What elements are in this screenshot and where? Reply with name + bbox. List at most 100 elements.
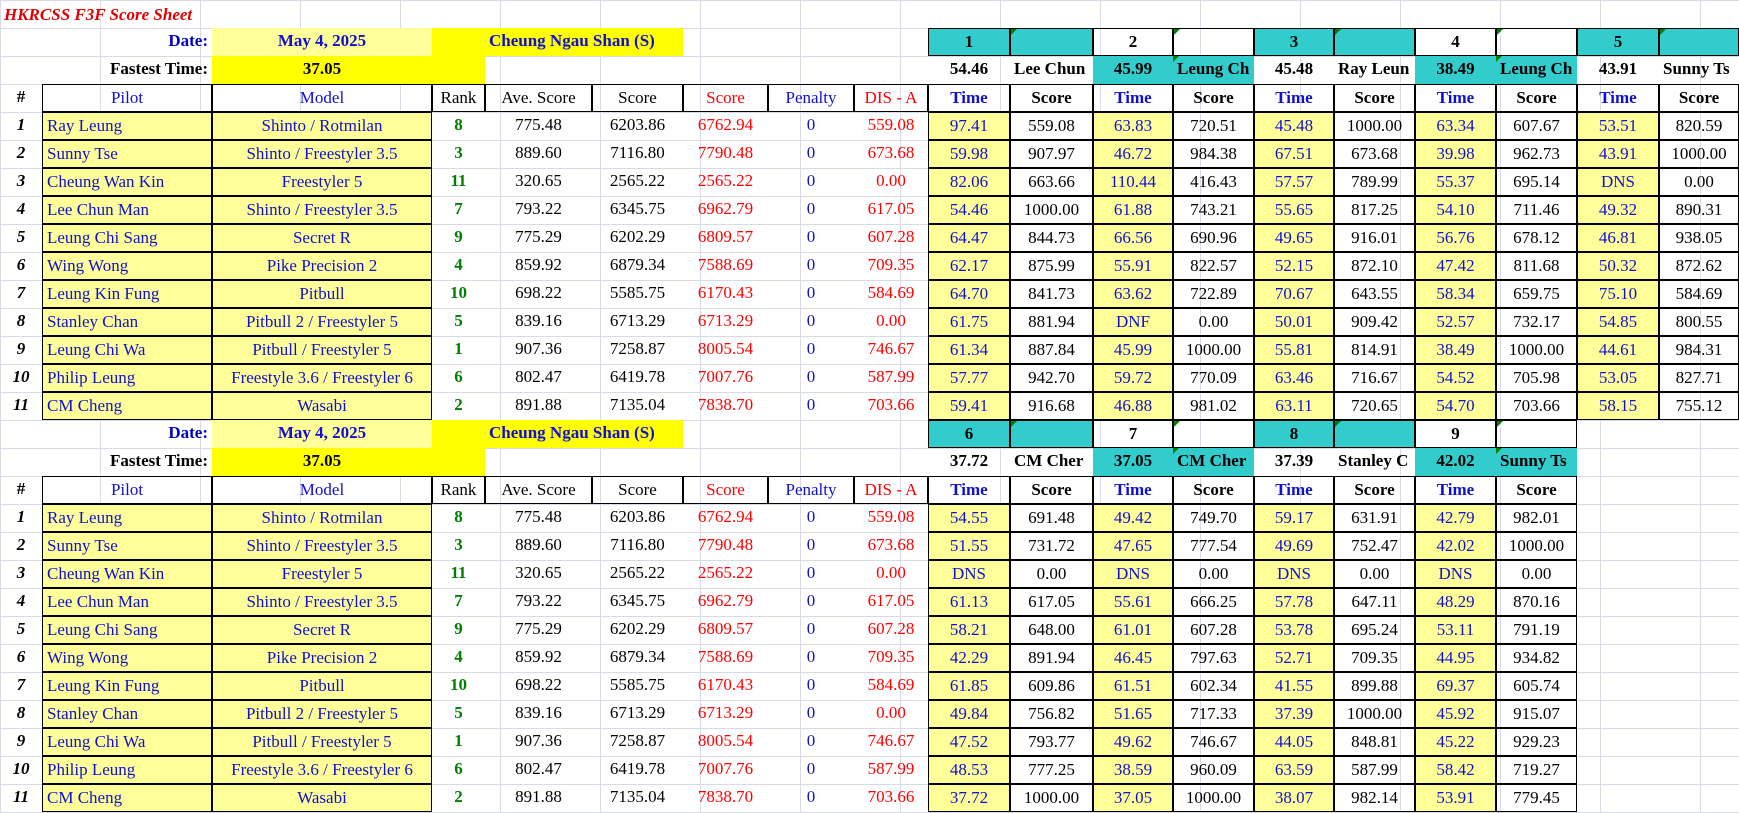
round-time: 49.42 (1093, 504, 1173, 532)
row-index: 8 (16, 311, 26, 330)
round-time: 63.59 (1254, 756, 1334, 784)
penalty-value: 0 (806, 143, 816, 162)
round-time: 43.91 (1577, 140, 1659, 168)
ave-score-value: 907.36 (515, 731, 562, 750)
round-time: 54.52 (1415, 364, 1496, 392)
ave-score-value: 698.22 (515, 283, 562, 302)
round-score: 934.82 (1496, 644, 1577, 672)
round-score: 666.25 (1173, 588, 1254, 616)
round-score: 695.24 (1334, 616, 1415, 644)
round-header-fill (1496, 28, 1577, 56)
rank-value: 6 (454, 367, 463, 386)
score-total-value: 6809.57 (697, 227, 754, 246)
round-score: 743.21 (1173, 196, 1254, 224)
penalty-header: Penalty (768, 84, 854, 112)
round-time: 50.32 (1577, 252, 1659, 280)
round-time: 64.70 (928, 280, 1010, 308)
round-time: DNS (1415, 560, 1496, 588)
ave-score-value: 859.92 (515, 255, 562, 274)
round-best-pilot: Stanley C (1338, 451, 1409, 470)
model-name: Freestyle 3.6 / Freestyler 6 (212, 364, 432, 392)
round-time: 53.05 (1577, 364, 1659, 392)
fastest-time-label: Fastest Time: (109, 59, 208, 78)
round-score: 605.74 (1496, 672, 1577, 700)
round-time: 47.42 (1415, 252, 1496, 280)
rank-value: 2 (454, 787, 463, 806)
model-name: Shinto / Freestyler 3.5 (212, 588, 432, 616)
score-value: 6879.34 (609, 647, 666, 666)
score-value: 5585.75 (609, 675, 666, 694)
pilot-name: Philip Leung (42, 756, 212, 784)
round-time: 52.57 (1415, 308, 1496, 336)
penalty-value: 0 (806, 619, 816, 638)
round-score: 648.00 (1010, 616, 1093, 644)
penalty-value: 0 (806, 787, 816, 806)
round-score: 890.31 (1659, 196, 1739, 224)
round-time: 59.72 (1093, 364, 1173, 392)
round-time: 61.13 (928, 588, 1010, 616)
ave-score-value: 775.29 (515, 619, 562, 638)
discard-header: DIS - A (854, 476, 928, 504)
round-header-fill (1173, 420, 1254, 448)
round-best-time: 45.99 (1093, 56, 1173, 84)
score-total-value: 8005.54 (697, 731, 754, 750)
round-score: 938.05 (1659, 224, 1739, 252)
round-score: 1000.00 (1173, 784, 1254, 812)
score-value: 6345.75 (609, 591, 666, 610)
site-name: Cheung Ngau Shan (S) (485, 420, 683, 448)
discard-value: 587.99 (867, 367, 915, 386)
ave-score-value: 839.16 (515, 703, 562, 722)
round-score: 870.16 (1496, 588, 1577, 616)
round-time: 61.51 (1093, 672, 1173, 700)
rank-value: 11 (450, 171, 467, 190)
round-time: 61.01 (1093, 616, 1173, 644)
pilot-name: Sunny Tse (42, 140, 212, 168)
round-time: 52.71 (1254, 644, 1334, 672)
discard-value: 673.68 (867, 535, 915, 554)
round-best-pilot: Sunny Ts (1663, 59, 1730, 78)
round-time: 45.48 (1254, 112, 1334, 140)
round-time: 44.05 (1254, 728, 1334, 756)
round-score: 981.02 (1173, 392, 1254, 420)
round-time: DNS (1254, 560, 1334, 588)
round-score: 779.45 (1496, 784, 1577, 812)
discard-value: 607.28 (867, 227, 915, 246)
round-time: 54.46 (928, 196, 1010, 224)
round-score: 929.23 (1496, 728, 1577, 756)
round-time: DNF (1093, 308, 1173, 336)
round-time: 53.91 (1415, 784, 1496, 812)
round-time: 38.49 (1415, 336, 1496, 364)
discard-value: 617.05 (867, 591, 915, 610)
round-score: 820.59 (1659, 112, 1739, 140)
round-score: 0.00 (1173, 308, 1254, 336)
score-total-value: 6170.43 (697, 283, 754, 302)
round-score: 0.00 (1010, 560, 1093, 588)
rank-value: 3 (454, 143, 463, 162)
model-name: Freestyle 3.6 / Freestyler 6 (212, 756, 432, 784)
round-score: 659.75 (1496, 280, 1577, 308)
score-total-value: 6713.29 (697, 703, 754, 722)
score-value: 6345.75 (609, 199, 666, 218)
round-number: 1 (928, 28, 1010, 56)
score-header: Score (1334, 84, 1415, 112)
time-header: Time (1093, 476, 1173, 504)
penalty-value: 0 (806, 563, 816, 582)
score-total-header: Score (683, 84, 768, 112)
round-header-fill (1334, 28, 1415, 56)
round-score: 777.25 (1010, 756, 1093, 784)
date-label: Date: (168, 31, 208, 50)
penalty-value: 0 (806, 367, 816, 386)
penalty-value: 0 (806, 731, 816, 750)
round-score: 746.67 (1173, 728, 1254, 756)
fastest-time-value: 37.05 (212, 448, 432, 476)
score-value: 7116.80 (610, 535, 665, 554)
site-name: Cheung Ngau Shan (S) (485, 28, 683, 56)
round-score: 800.55 (1659, 308, 1739, 336)
round-score: 0.00 (1659, 168, 1739, 196)
model-name: Pitbull / Freestyler 5 (212, 728, 432, 756)
ave-score-value: 889.60 (515, 535, 562, 554)
pilot-name: Lee Chun Man (42, 196, 212, 224)
row-index: 4 (16, 591, 26, 610)
round-score: 962.73 (1496, 140, 1577, 168)
round-score: 1000.00 (1659, 140, 1739, 168)
